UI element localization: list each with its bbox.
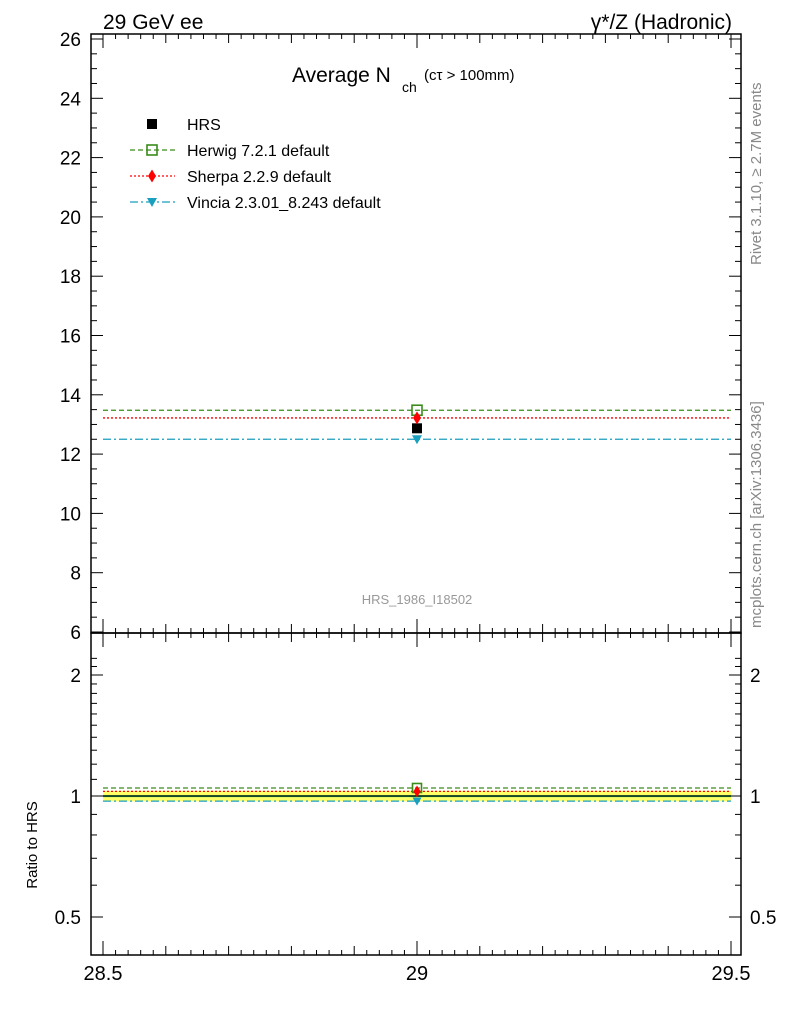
y-tick-label: 24 bbox=[60, 89, 82, 110]
ratio-series-markers bbox=[411, 782, 423, 806]
legend-label: HRS bbox=[187, 117, 221, 134]
ratio-y-axis-label: Ratio to HRS bbox=[24, 801, 41, 889]
legend-marker bbox=[146, 144, 158, 156]
mcplots-credit-label: mcplots.cern.ch [arXiv:1306.3436] bbox=[748, 401, 765, 628]
legend: HRS Herwig 7.2.1 default Sherpa 2.2.9 defa… bbox=[130, 117, 381, 212]
vincia-ratio-marker bbox=[412, 797, 422, 806]
main-axis-ticks: 6 8 10 12 14 16 18 20 22 24 26 bbox=[60, 30, 741, 644]
y-tick-label: 16 bbox=[60, 327, 81, 348]
plot-title: Average N bbox=[292, 64, 391, 87]
legend-label: Sherpa 2.2.9 default bbox=[187, 169, 332, 186]
ratio-panel: 0.5 0.5 1 1 2 2 28.5 29 29.5 Ratio to HRS bbox=[24, 632, 776, 985]
rivet-version-label: Rivet 3.1.10, ≥ 2.7M events bbox=[748, 83, 765, 266]
ratio-y-tick-label-right: 0.5 bbox=[750, 908, 776, 929]
ratio-y-tick-label: 1 bbox=[70, 787, 81, 808]
main-panel: 6 8 10 12 14 16 18 20 22 24 26 Average N ch (cτ > … bbox=[60, 30, 742, 644]
plot-title-subscript: ch bbox=[402, 79, 417, 95]
y-tick-label: 20 bbox=[60, 208, 81, 229]
sherpa-ratio-marker bbox=[413, 785, 421, 798]
legend-label: Herwig 7.2.1 default bbox=[187, 143, 330, 160]
hrs-marker bbox=[412, 423, 422, 434]
ratio-y-tick-label-right: 1 bbox=[750, 787, 761, 808]
analysis-id-label: HRS_1986_I18502 bbox=[362, 592, 473, 607]
main-series-markers bbox=[411, 404, 423, 445]
y-tick-label: 14 bbox=[60, 386, 82, 407]
y-tick-label: 12 bbox=[60, 445, 81, 466]
header-right-label: γ*/Z (Hadronic) bbox=[591, 11, 732, 34]
y-tick-label: 8 bbox=[70, 564, 81, 585]
legend-label: Vincia 2.3.01_8.243 default bbox=[187, 195, 381, 212]
y-tick-label: 10 bbox=[60, 504, 81, 525]
y-tick-label: 26 bbox=[60, 30, 81, 51]
ratio-y-tick-label: 2 bbox=[70, 666, 81, 687]
plot-title-suffix: (cτ > 100mm) bbox=[424, 67, 515, 84]
ratio-plot-frame bbox=[90, 632, 742, 956]
legend-marker bbox=[148, 169, 156, 183]
x-tick-label: 29.5 bbox=[712, 963, 751, 985]
legend-marker bbox=[147, 119, 157, 129]
header-left-label: 29 GeV ee bbox=[103, 11, 203, 34]
y-tick-label: 22 bbox=[60, 149, 81, 170]
x-tick-label: 29 bbox=[406, 963, 428, 985]
sherpa-marker bbox=[413, 411, 421, 425]
ratio-axis-ticks: 0.5 0.5 1 1 2 2 28.5 29 29.5 bbox=[55, 633, 776, 985]
ratio-y-tick-label: 0.5 bbox=[55, 908, 81, 929]
y-tick-label: 6 bbox=[70, 623, 81, 644]
ratio-y-tick-label-right: 2 bbox=[750, 666, 761, 687]
vincia-marker bbox=[412, 435, 422, 445]
legend-marker bbox=[147, 198, 157, 207]
x-tick-label: 28.5 bbox=[84, 963, 123, 985]
y-tick-label: 18 bbox=[60, 267, 81, 288]
